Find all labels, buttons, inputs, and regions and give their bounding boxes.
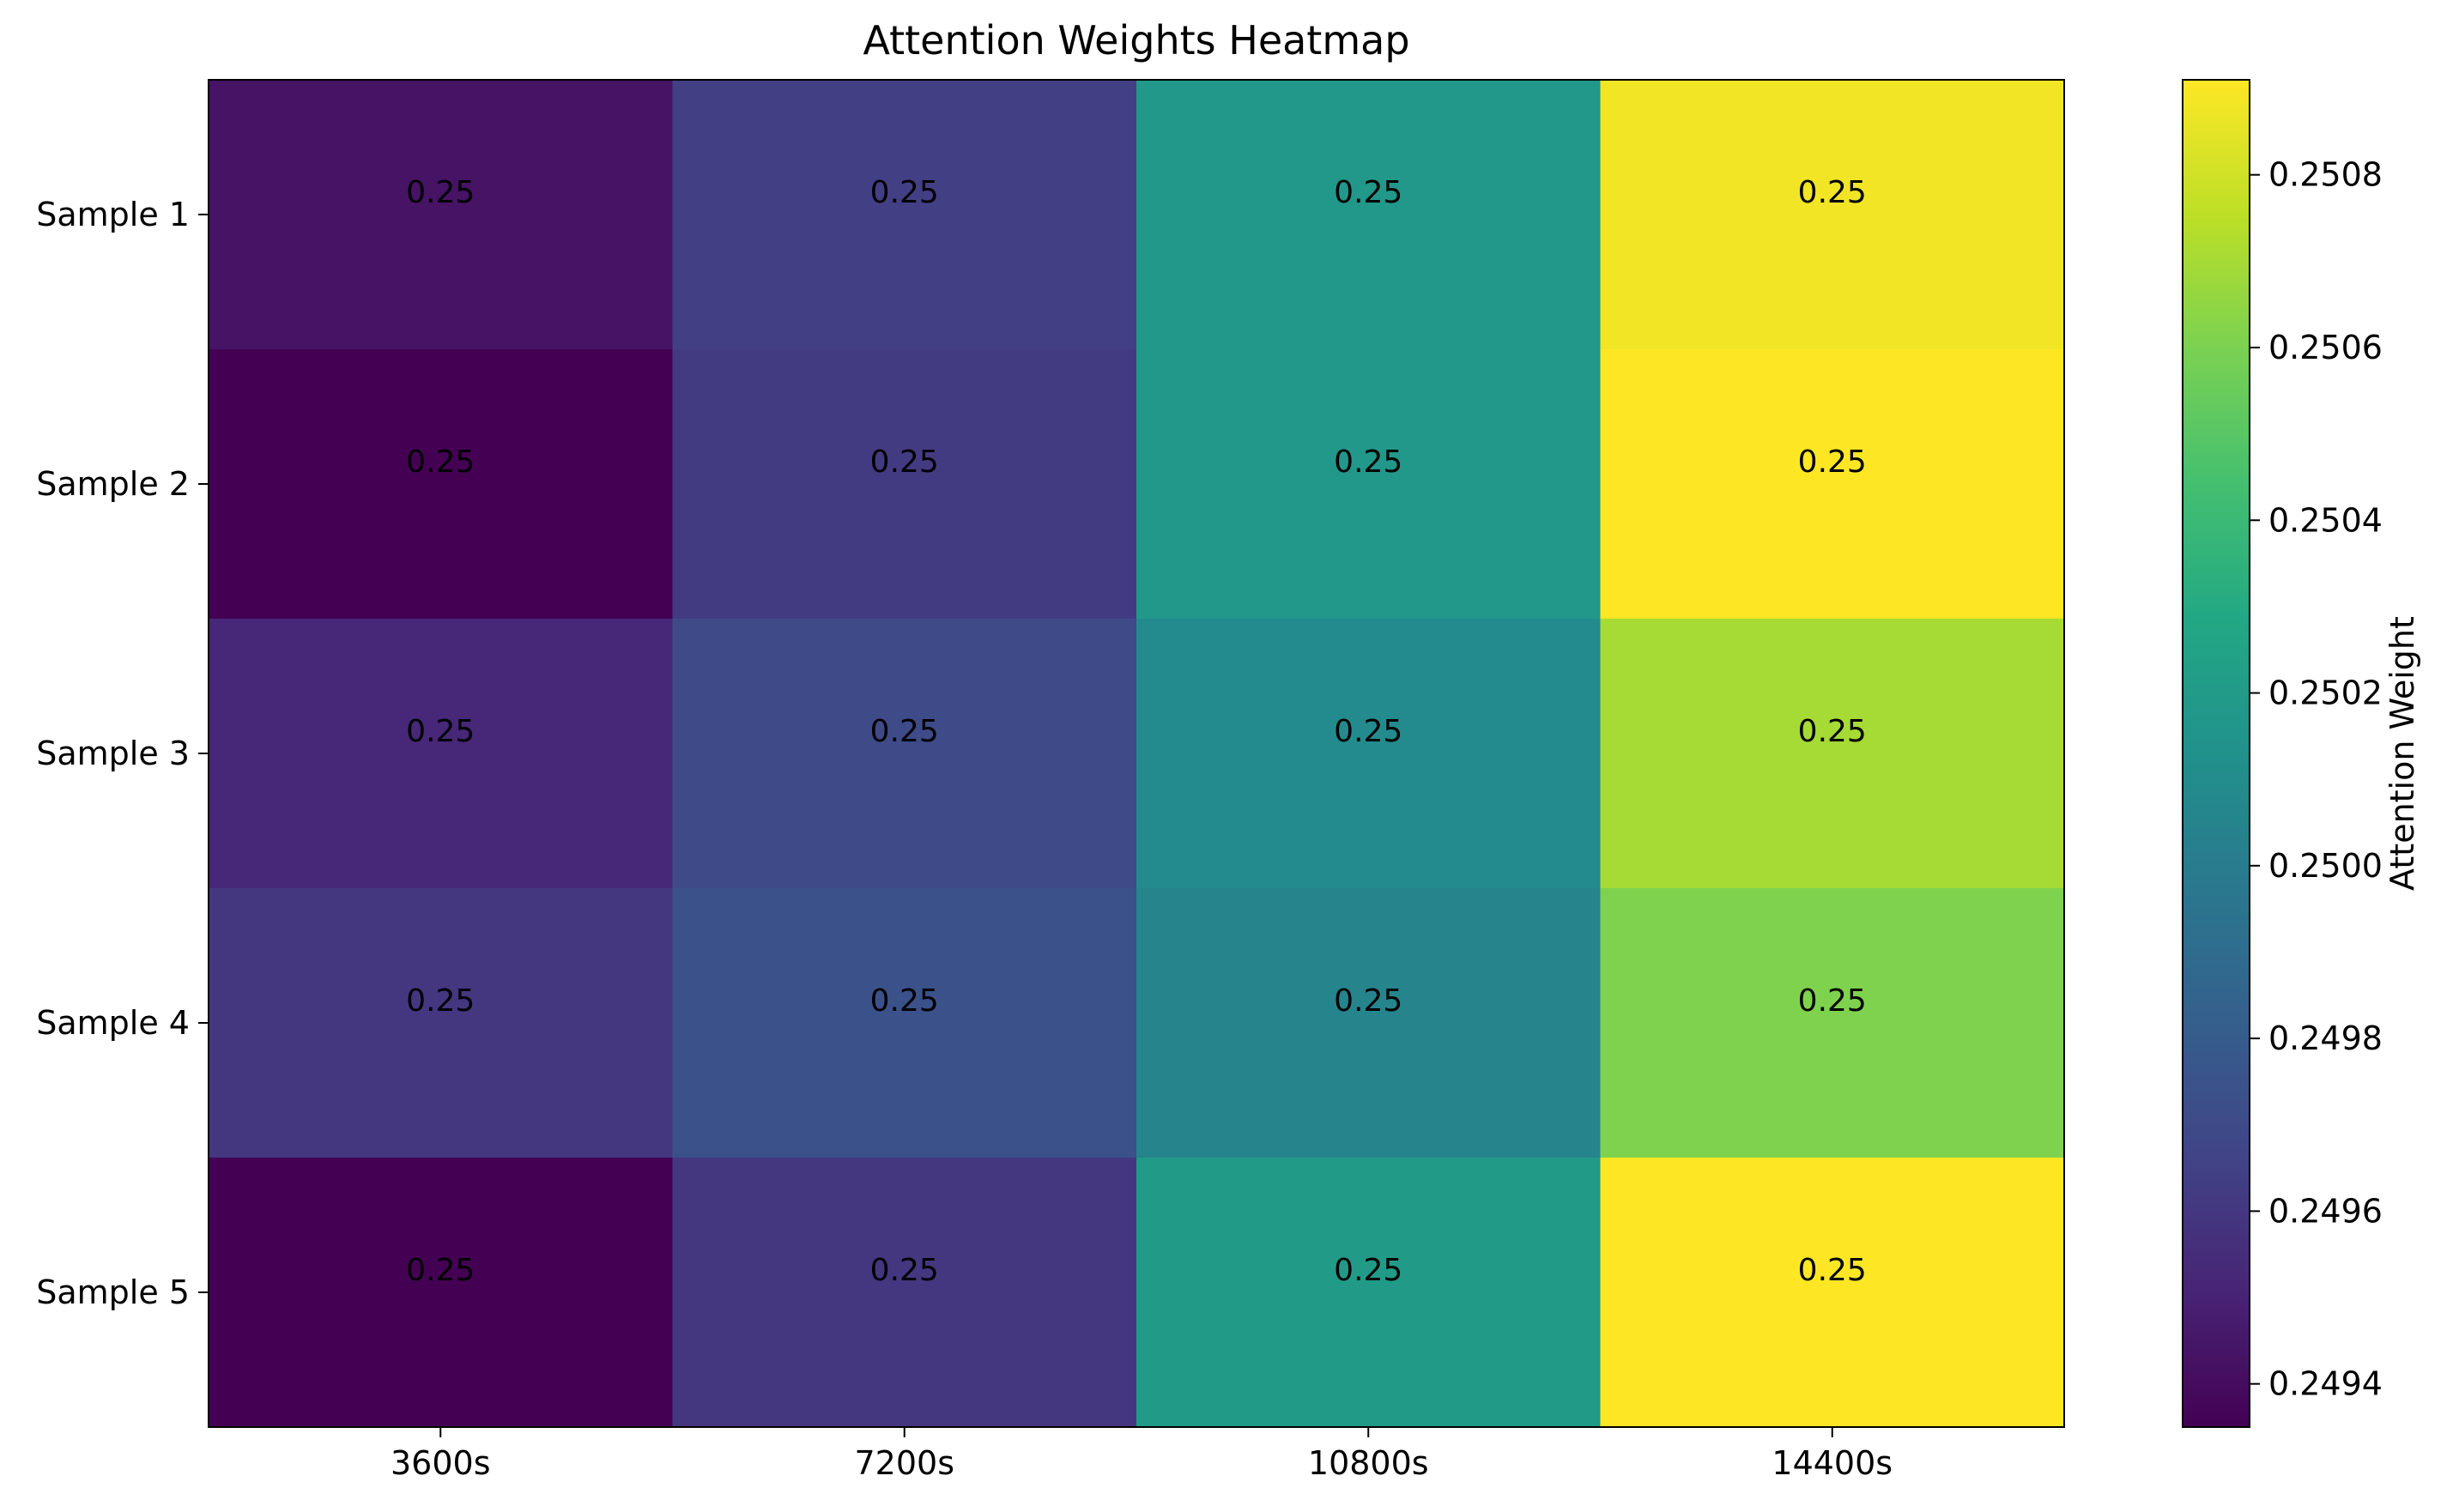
colorbar-label: Attention Weight <box>2383 616 2421 891</box>
cell-label: 0.25 <box>870 1253 939 1288</box>
colorbar-tick-label: 0.2500 <box>2268 847 2383 885</box>
cell-label: 0.25 <box>1334 1253 1402 1288</box>
cell-label: 0.25 <box>406 983 475 1019</box>
heatmap-cell <box>209 349 673 620</box>
cell-label: 0.25 <box>1798 1253 1867 1288</box>
heatmap-cell <box>672 80 1137 350</box>
cell-label: 0.25 <box>1798 983 1867 1019</box>
colorbar-tick-label: 0.2496 <box>2268 1192 2383 1230</box>
heatmap-cell-labels: 0.25 0.25 0.25 0.25 0.25 0.25 0.25 0.25 0.25 0.25… <box>406 175 1867 1288</box>
heatmap-cell <box>672 619 1137 889</box>
cell-label: 0.25 <box>406 1253 475 1288</box>
heatmap-cell <box>1136 1158 1601 1428</box>
heatmap-cell <box>209 619 673 889</box>
heatmap-cell <box>209 888 673 1158</box>
heatmap-cell <box>1136 619 1601 889</box>
y-tick-label: Sample 1 <box>36 196 190 233</box>
heatmap-cells <box>209 80 2065 1428</box>
heatmap-cell <box>1600 619 2065 889</box>
y-tick-label: Sample 4 <box>36 1004 190 1042</box>
heatmap-cell <box>1600 80 2065 350</box>
x-tick-label: 10800s <box>1308 1444 1429 1482</box>
heatmap-cell <box>1136 80 1601 350</box>
heatmap-cell <box>672 1158 1137 1428</box>
colorbar-tick-label: 0.2508 <box>2268 156 2383 194</box>
heatmap-cell <box>672 888 1137 1158</box>
y-tick-label: Sample 5 <box>36 1273 190 1311</box>
cell-label: 0.25 <box>1334 445 1402 480</box>
cell-label: 0.25 <box>406 445 475 480</box>
heatmap-cell <box>1600 888 2065 1158</box>
cell-label: 0.25 <box>1798 714 1867 749</box>
x-axis: 3600s 7200s 10800s 14400s <box>391 1427 1893 1482</box>
cell-label: 0.25 <box>1798 175 1867 210</box>
cell-label: 0.25 <box>1798 445 1867 480</box>
chart-title: Attention Weights Heatmap <box>863 17 1409 64</box>
cell-label: 0.25 <box>870 714 939 749</box>
cell-label: 0.25 <box>406 714 475 749</box>
heatmap-cell <box>1600 349 2065 620</box>
colorbar-tick-label: 0.2498 <box>2268 1019 2383 1057</box>
colorbar-tick-label: 0.2506 <box>2268 329 2383 366</box>
colorbar-tick-label: 0.2494 <box>2268 1365 2383 1403</box>
colorbar <box>2182 79 2250 1428</box>
y-axis: Sample 1 Sample 2 Sample 3 Sample 4 Sample 5 <box>36 196 209 1311</box>
x-tick-label: 14400s <box>1772 1444 1893 1482</box>
x-tick-label: 7200s <box>854 1444 954 1482</box>
cell-label: 0.25 <box>1334 983 1402 1019</box>
heatmap-cell <box>209 80 673 350</box>
x-tick-label: 3600s <box>391 1444 491 1482</box>
colorbar-tick-label: 0.2502 <box>2268 674 2383 712</box>
cell-label: 0.25 <box>870 445 939 480</box>
heatmap-cell <box>1136 349 1601 620</box>
cell-label: 0.25 <box>1334 175 1402 210</box>
cell-label: 0.25 <box>870 175 939 210</box>
colorbar-tick-label: 0.2504 <box>2268 501 2383 539</box>
cell-label: 0.25 <box>870 983 939 1019</box>
cell-label: 0.25 <box>1334 714 1402 749</box>
heatmap-cell <box>1600 1158 2065 1428</box>
heatmap-cell <box>672 349 1137 620</box>
colorbar-ticks: 0.2494 0.2496 0.2498 0.2500 0.2502 0.2504 0.25… <box>2250 156 2383 1403</box>
heatmap-cell <box>1136 888 1601 1158</box>
y-tick-label: Sample 2 <box>36 465 190 503</box>
heatmap-cell <box>209 1158 673 1428</box>
y-tick-label: Sample 3 <box>36 735 190 772</box>
cell-label: 0.25 <box>406 175 475 210</box>
